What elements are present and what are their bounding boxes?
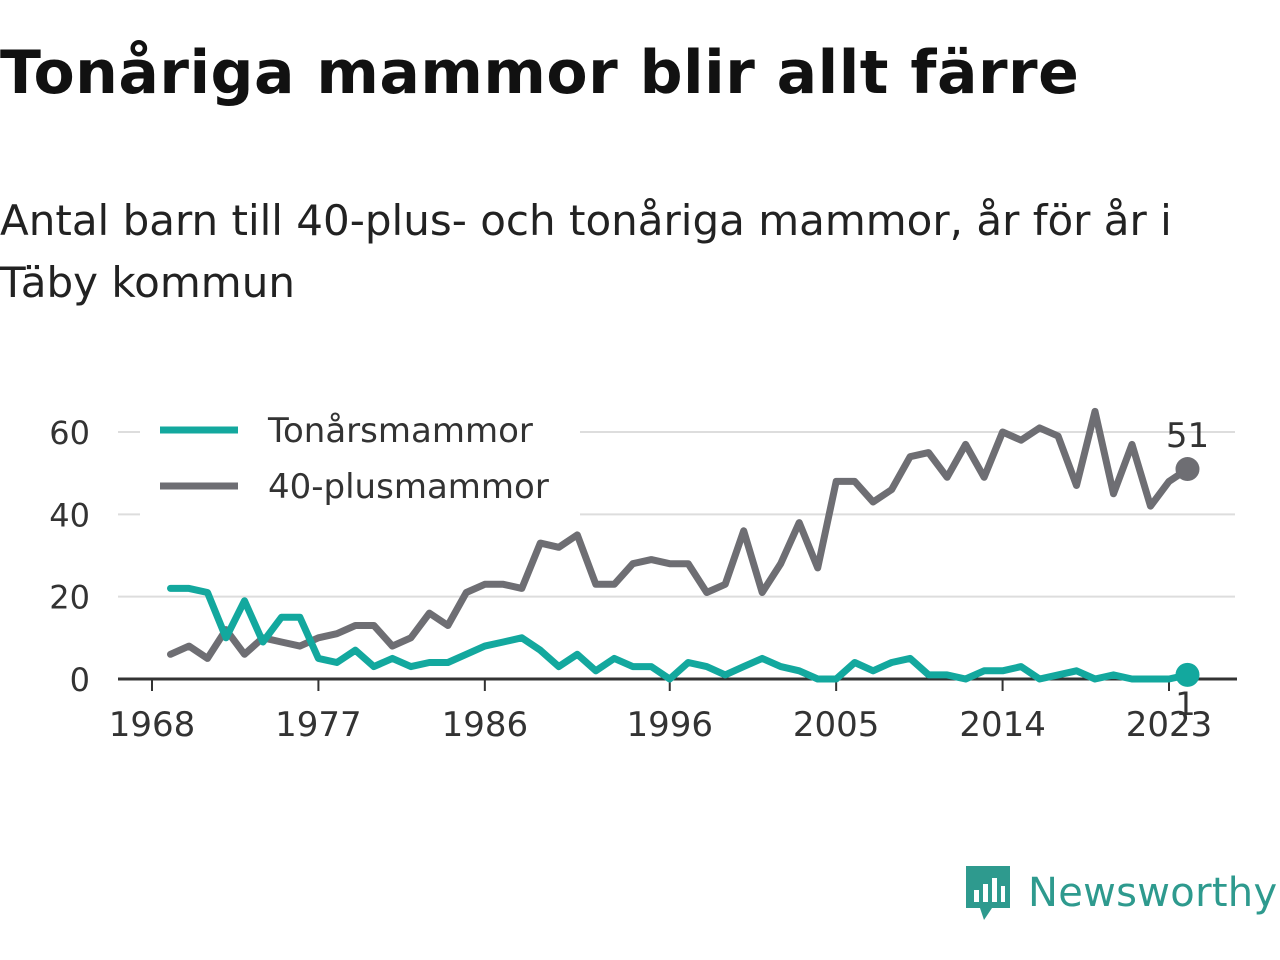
end-label-fortyplus: 51	[1166, 416, 1209, 456]
series-line-fortyplusmammor	[167, 407, 1191, 662]
x-tick-label: 1996	[626, 705, 713, 745]
series-lines	[167, 407, 1200, 687]
x-tick-label: 2023	[1126, 705, 1213, 745]
axes: 0 20 40 60 1968 1977 1986 1996 2005 2014 2023	[49, 414, 1237, 745]
x-tick-label: 1968	[109, 705, 196, 745]
end-point-marker	[1175, 457, 1200, 482]
brand-name: Newsworthy	[1028, 870, 1278, 916]
y-tick-label: 60	[49, 414, 90, 452]
x-tick-label: 2005	[793, 705, 880, 745]
x-tick-label: 1986	[442, 705, 529, 745]
x-tick-label: 1977	[275, 705, 362, 745]
newsworthy-logo-icon	[966, 866, 1010, 920]
brand-logo: Newsworthy	[962, 862, 1277, 924]
end-labels: 51 1	[1166, 416, 1209, 723]
y-tick-label: 20	[49, 579, 90, 617]
end-point-marker	[1175, 662, 1200, 687]
x-tick-label: 2014	[959, 705, 1046, 745]
end-label-tonars: 1	[1175, 685, 1195, 723]
chart-subtitle: Antal barn till 40-plus- och tonåriga ma…	[0, 196, 1172, 307]
line-chart: 0 20 40 60 1968 1977 1986 1996 2005 2014 2023 Tonå…	[49, 400, 1237, 745]
legend: Tonårsmammor 40-plusmammor	[140, 400, 580, 516]
y-tick-label: 0	[70, 661, 90, 699]
legend-label: Tonårsmammor	[267, 411, 533, 451]
legend-background	[140, 400, 580, 516]
y-tick-label: 40	[49, 496, 90, 534]
legend-label: 40-plusmammor	[268, 467, 549, 507]
chart-title: Tonåriga mammor blir allt färre	[0, 38, 1080, 108]
series-line-tonarsmammor	[167, 584, 1191, 683]
